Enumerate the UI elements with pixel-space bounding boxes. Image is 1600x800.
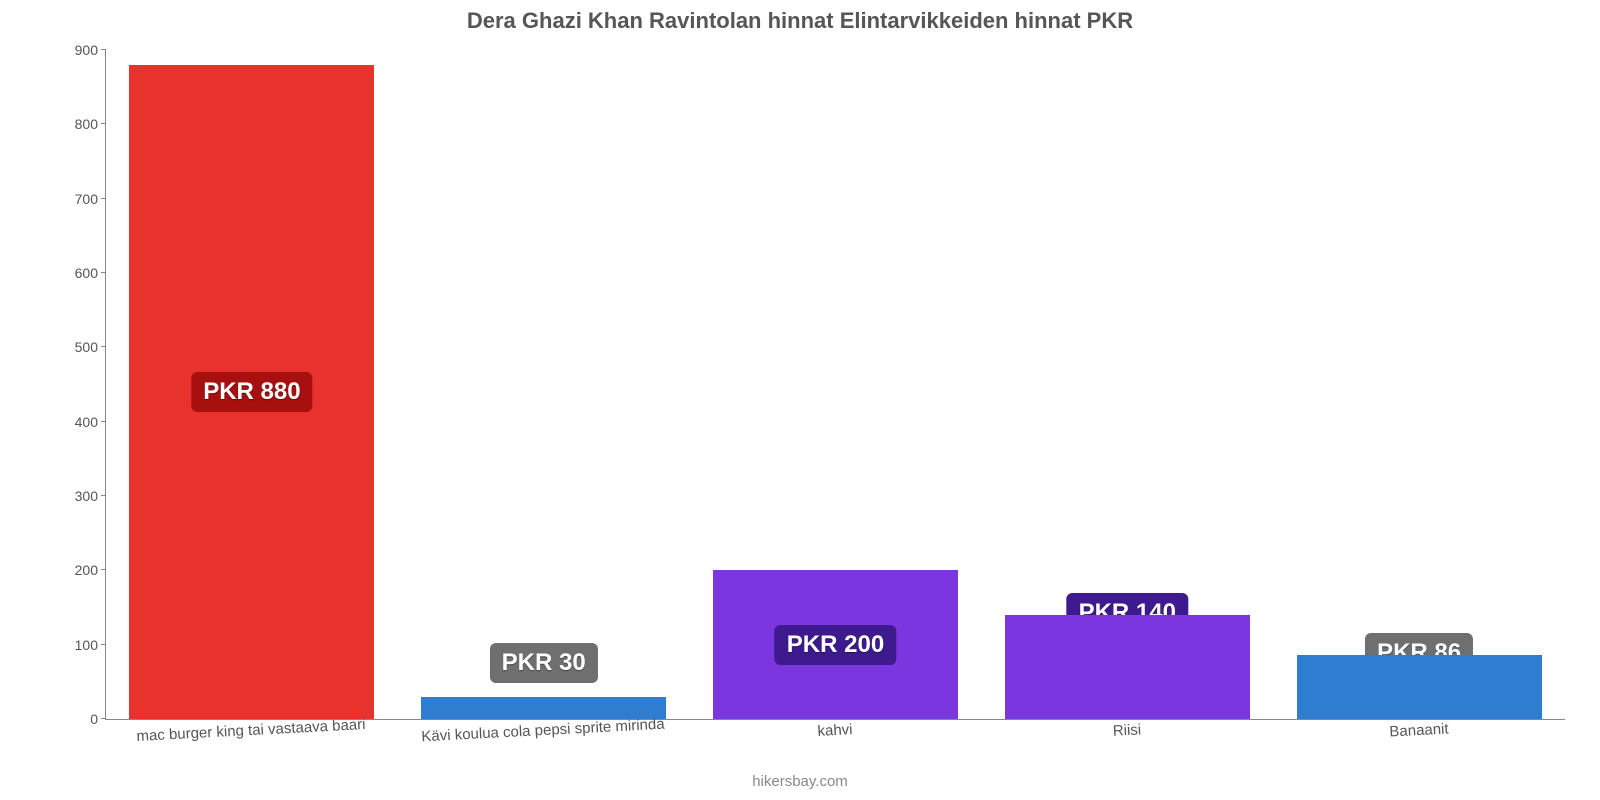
bar [421, 697, 666, 719]
price-bar-chart: Dera Ghazi Khan Ravintolan hinnat Elinta… [0, 0, 1600, 800]
x-axis-labels: mac burger king tai vastaava baariKävi k… [105, 722, 1565, 739]
bar-slot: PKR 880 [106, 50, 398, 719]
chart-credit: hikersbay.com [0, 773, 1600, 790]
y-tick-label: 0 [90, 711, 106, 727]
y-tick-label: 900 [75, 42, 106, 58]
bar [1005, 615, 1250, 719]
y-tick-label: 300 [75, 488, 106, 504]
y-tick-label: 800 [75, 116, 106, 132]
plot-area: PKR 880PKR 30PKR 200PKR 140PKR 86 010020… [105, 50, 1565, 720]
bar: PKR 200 [713, 570, 958, 719]
bar-slot: PKR 86 [1273, 50, 1565, 719]
bar: PKR 880 [129, 65, 374, 719]
bar-slot: PKR 30 [398, 50, 690, 719]
y-tick-label: 100 [75, 637, 106, 653]
value-badge: PKR 200 [775, 625, 896, 665]
bar-slot: PKR 140 [981, 50, 1273, 719]
value-badge: PKR 30 [490, 643, 598, 683]
y-tick-label: 400 [75, 414, 106, 430]
y-tick-label: 500 [75, 339, 106, 355]
bar-slot: PKR 200 [690, 50, 982, 719]
y-tick-label: 200 [75, 562, 106, 578]
chart-title: Dera Ghazi Khan Ravintolan hinnat Elinta… [0, 8, 1600, 34]
bars-container: PKR 880 PKR 30 PKR 200 PKR 140PKR 86 [106, 50, 1565, 719]
bar [1297, 655, 1542, 719]
value-badge: PKR 880 [191, 372, 312, 412]
y-tick-label: 600 [75, 265, 106, 281]
y-tick-label: 700 [75, 191, 106, 207]
